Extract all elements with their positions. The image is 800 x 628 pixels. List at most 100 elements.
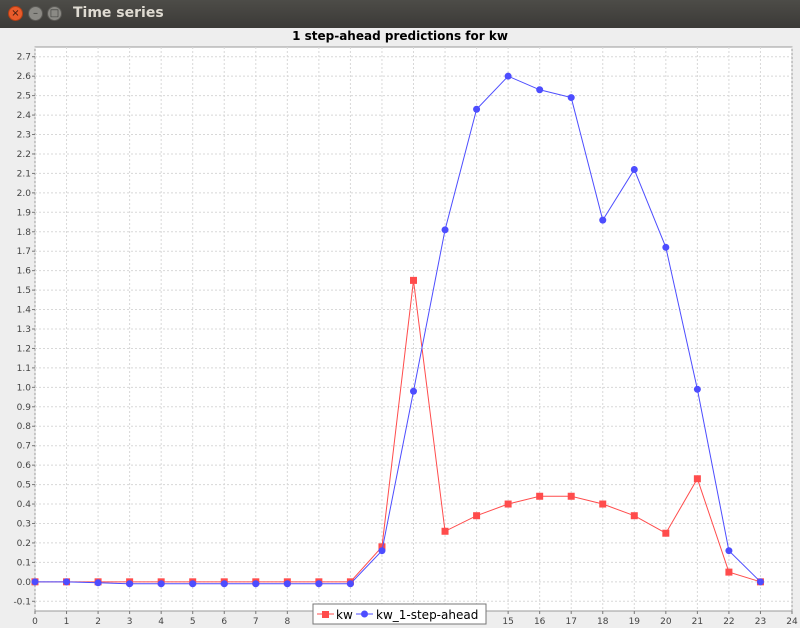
series-kw-1-step-ahead-point [126, 580, 134, 588]
series-kw-1-step-ahead-point [504, 72, 512, 80]
series-layer [31, 72, 764, 588]
x-tick-label: 6 [221, 617, 227, 627]
y-tick-label: 2.1 [17, 169, 31, 179]
legend: kw kw_1-step-ahead [312, 603, 487, 625]
x-tick-label: 16 [534, 617, 546, 627]
series-kw-1-step-ahead-point [693, 385, 701, 393]
series-kw-1-step-ahead-point [473, 105, 481, 113]
y-tick-label: 0.8 [17, 422, 32, 432]
y-tick-label: 0.6 [17, 461, 32, 471]
y-tick-label: 0.7 [17, 442, 31, 452]
x-tick-label: 1 [64, 617, 70, 627]
x-tick-label: 3 [127, 617, 133, 627]
x-tick-label: 7 [253, 617, 259, 627]
x-tick-label: 18 [597, 617, 609, 627]
series-kw-1-step-ahead-point [94, 579, 102, 587]
x-tick-label: 5 [190, 617, 196, 627]
x-tick-label: 22 [723, 617, 734, 627]
legend-kw-ahead-label: kw_1-step-ahead [376, 608, 478, 622]
y-tick-label: 2.7 [17, 53, 31, 63]
y-tick-label: 2.2 [17, 150, 31, 160]
series-kw-point [567, 492, 575, 500]
series-kw-1-step-ahead-point [252, 580, 260, 588]
window-title: Time series [73, 5, 164, 21]
series-kw-point [662, 529, 670, 537]
legend-box [312, 603, 487, 625]
x-tick-label: 23 [755, 617, 766, 627]
series-kw-1-step-ahead-point [378, 547, 386, 555]
series-kw-point [504, 500, 512, 508]
series-kw-1-step-ahead-point [662, 243, 670, 251]
series-kw-1-step-ahead-point [31, 578, 39, 586]
y-tick-label: 1.8 [17, 228, 32, 238]
legend-kw-label: kw [336, 608, 353, 622]
x-tick-label: 15 [502, 617, 513, 627]
y-tick-label: 2.6 [17, 72, 32, 82]
y-tick-label: 0.5 [17, 481, 31, 491]
x-tick-label: 19 [629, 617, 641, 627]
series-kw-1-step-ahead-point [725, 547, 733, 555]
window-titlebar: × – □ Time series [0, 0, 800, 28]
y-tick-label: 1.6 [17, 267, 32, 277]
close-window-button[interactable]: × [8, 6, 23, 21]
legend-kw-ahead-marker [361, 610, 368, 618]
series-kw-1-step-ahead-point [567, 94, 575, 102]
y-tick-label: 1.9 [17, 208, 32, 218]
y-tick-label: 2.5 [17, 92, 31, 102]
series-kw-point [410, 276, 417, 284]
y-tick-label: 0.9 [17, 403, 32, 413]
x-tick-label: 8 [284, 617, 290, 627]
series-kw-point [693, 475, 701, 483]
y-tick-label: 1.0 [17, 383, 32, 393]
y-tick-label: 2.4 [17, 111, 32, 121]
y-tick-label: 0.2 [17, 539, 31, 549]
y-tick-label: 2.3 [17, 131, 31, 141]
x-tick-label: 24 [786, 617, 798, 627]
y-tick-label: -0.1 [13, 597, 31, 607]
series-kw-1-step-ahead-point [410, 387, 417, 395]
y-tick-label: 1.4 [17, 306, 32, 316]
y-tick-label: 1.2 [17, 344, 31, 354]
y-tick-label: 0.4 [17, 500, 32, 510]
plot-area [34, 46, 793, 612]
series-kw-point [630, 512, 638, 520]
y-tick-label: 0.3 [17, 519, 31, 529]
maximize-window-button[interactable]: □ [47, 6, 62, 21]
x-tick-label: 0 [32, 617, 38, 627]
series-kw-point [725, 568, 733, 576]
legend-kw-marker [322, 611, 329, 618]
y-tick-label: 0.1 [17, 558, 31, 568]
chart-title: 1 step-ahead predictions for kw [292, 29, 508, 43]
series-kw-1-step-ahead-point [157, 580, 165, 588]
x-tick-label: 4 [158, 617, 164, 627]
series-kw-1-step-ahead-point [220, 580, 228, 588]
series-kw-1-step-ahead-point [346, 580, 354, 588]
series-kw-1-step-ahead-point [315, 580, 323, 588]
series-kw-1-step-ahead-line [35, 75, 761, 585]
series-kw-1-step-ahead-point [283, 580, 291, 588]
x-tick-label: 2 [95, 617, 101, 627]
series-kw-1-step-ahead-point [630, 166, 638, 174]
series-kw-point [536, 492, 544, 500]
y-tick-label: 1.7 [17, 247, 31, 257]
y-tick-label: 1.5 [17, 286, 31, 296]
series-kw-point [473, 512, 481, 520]
series-kw-point [441, 527, 449, 535]
series-kw-1-step-ahead-point [189, 580, 197, 588]
series-kw-line [35, 280, 761, 583]
series-kw-1-step-ahead-point [441, 226, 449, 234]
x-tick-label: 21 [692, 617, 703, 627]
minimize-window-button[interactable]: – [28, 6, 43, 21]
x-tick-label: 20 [660, 617, 672, 627]
series-kw-1-step-ahead-point [599, 216, 607, 224]
y-tick-label: 1.3 [17, 325, 31, 335]
y-tick-label: 0.0 [17, 578, 32, 588]
series-kw-point [378, 543, 386, 551]
series-kw-1-step-ahead-point [536, 86, 544, 94]
series-kw-1-step-ahead-point [756, 578, 764, 586]
y-tick-label: 1.1 [17, 364, 31, 374]
series-kw-point [599, 500, 607, 508]
series-kw-1-step-ahead-point [63, 578, 71, 586]
